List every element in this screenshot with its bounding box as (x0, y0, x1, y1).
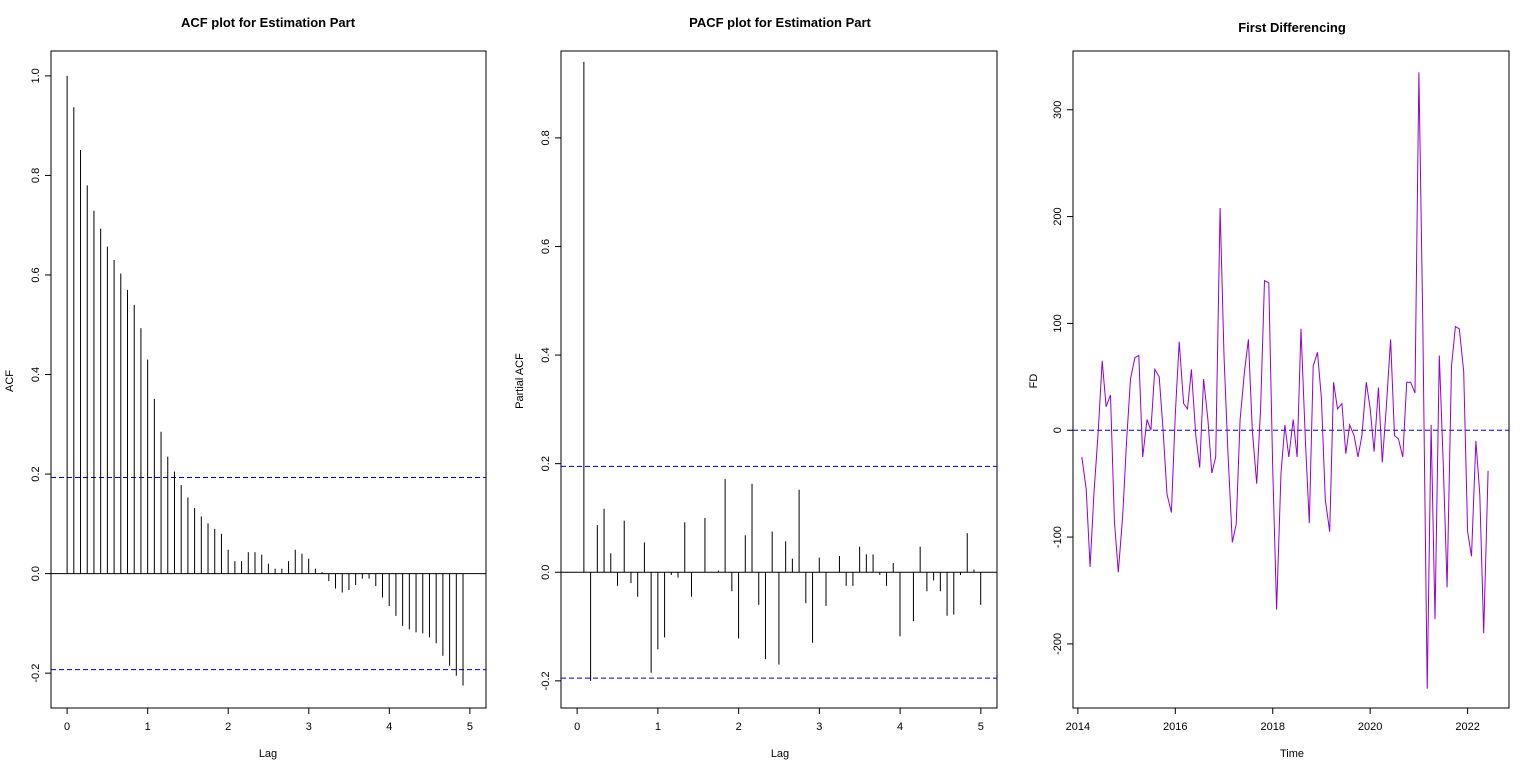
fd-series-line (1081, 72, 1489, 689)
pacf-ytick-label: 0.0 (540, 565, 552, 580)
acf-xtick-label: 0 (64, 721, 70, 733)
acf-xtick-label: 3 (306, 721, 312, 733)
pacf-axes: 0 1 2 3 4 5 -0.2 0.0 0.2 0.4 0.6 0.8 (540, 130, 984, 733)
fd-ytick-label: 200 (1052, 207, 1064, 225)
fd-marks (1073, 72, 1509, 689)
fd-title: First Differencing (1238, 20, 1346, 35)
fd-xtick-label: 2022 (1455, 721, 1479, 733)
pacf-ylabel: Partial ACF (514, 353, 526, 409)
fd-plot-box (1072, 50, 1510, 709)
fd-xlabel: Time (1280, 748, 1304, 760)
acf-ytick-label: 0.0 (30, 566, 42, 581)
acf-ylabel: ACF (4, 370, 16, 392)
pacf-ytick-label: -0.2 (540, 671, 552, 690)
pacf-panel: PACF plot for Estimation Part Lag Partia… (514, 15, 998, 760)
pacf-xtick-label: 4 (897, 721, 903, 733)
fd-ytick-label: 0 (1052, 427, 1064, 433)
acf-ytick-label: 1.0 (30, 68, 42, 83)
fd-ylabel: FD (1028, 374, 1040, 389)
fd-xtick-label: 2020 (1358, 721, 1382, 733)
pacf-title: PACF plot for Estimation Part (689, 15, 871, 30)
acf-ytick-label: -0.2 (30, 664, 42, 683)
pacf-xlabel: Lag (771, 748, 789, 760)
acf-ytick-label: 0.6 (30, 267, 42, 282)
acf-xtick-label: 1 (145, 721, 151, 733)
fd-xtick-label: 2018 (1260, 721, 1284, 733)
acf-xtick-label: 4 (386, 721, 392, 733)
pacf-ytick-label: 0.2 (540, 456, 552, 471)
pacf-xtick-label: 0 (574, 721, 580, 733)
fd-xtick-label: 2016 (1163, 721, 1187, 733)
fd-ytick-label: 100 (1052, 314, 1064, 332)
fd-axes: 2014 2016 2018 2020 2022 -200 -100 0 100 200 300 (1052, 101, 1480, 733)
fd-ytick-label: -100 (1052, 526, 1064, 548)
acf-marks (51, 75, 486, 686)
pacf-plot-box (560, 50, 998, 709)
acf-plot-box (50, 50, 487, 709)
acf-axes: 0 1 2 3 4 5 -0.2 0.0 0.2 0.4 0.6 0.8 1.0 (30, 68, 473, 733)
acf-xtick-label: 5 (467, 721, 473, 733)
fd-panel: First Differencing Time FD 2014 2016 2018 2… (1028, 20, 1510, 760)
pacf-ytick-label: 0.6 (540, 239, 552, 254)
acf-ytick-label: 0.8 (30, 168, 42, 183)
pacf-xtick-label: 3 (816, 721, 822, 733)
acf-title: ACF plot for Estimation Part (181, 15, 356, 30)
acf-ytick-label: 0.4 (30, 367, 42, 382)
fd-ytick-label: 300 (1052, 101, 1064, 119)
acf-ytick-label: 0.2 (30, 466, 42, 481)
fd-ytick-label: -200 (1052, 633, 1064, 655)
pacf-xtick-label: 1 (655, 721, 661, 733)
acf-panel: ACF plot for Estimation Part Lag ACF 0 1 2… (4, 15, 487, 760)
pacf-marks (561, 61, 997, 681)
acf-xlabel: Lag (259, 748, 277, 760)
pacf-ytick-label: 0.4 (540, 347, 552, 362)
pacf-xtick-label: 5 (978, 721, 984, 733)
pacf-ytick-label: 0.8 (540, 130, 552, 145)
acf-xtick-label: 2 (225, 721, 231, 733)
fd-xtick-label: 2014 (1066, 721, 1090, 733)
pacf-xtick-label: 2 (736, 721, 742, 733)
